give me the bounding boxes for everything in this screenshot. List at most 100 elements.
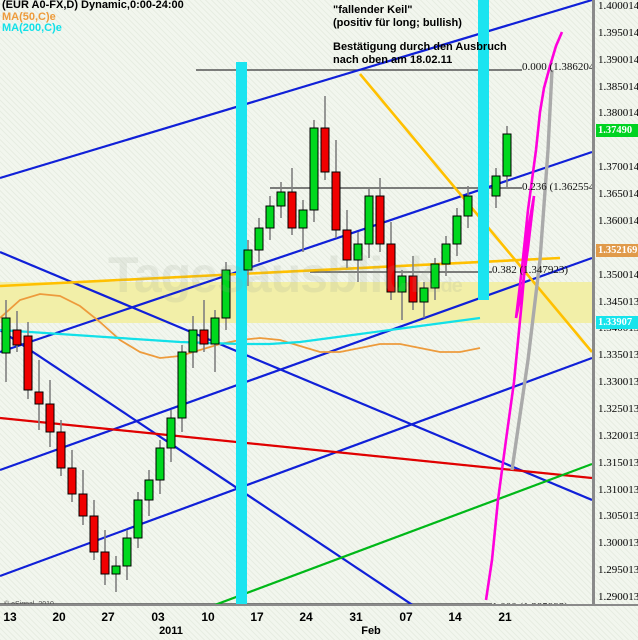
candlestick-layer [1, 31, 564, 601]
candle-body [144, 479, 154, 501]
ma200-price-badge: 1.33907 [596, 316, 638, 329]
candle-body [287, 191, 297, 229]
price-tick: 1.390014 [598, 53, 638, 66]
candle [133, 492, 143, 548]
price-tick: 1.350014 [598, 268, 638, 281]
candle [67, 450, 77, 502]
cyan-marker-left [236, 62, 247, 604]
support-zone-layer [0, 282, 592, 323]
price-axis-hatch [595, 0, 638, 604]
price-tick: 1.295013 [598, 564, 638, 577]
date-tick: 24 [299, 610, 313, 624]
date-axis-hatch [0, 606, 638, 640]
candle [342, 210, 352, 268]
red-down [0, 416, 592, 480]
date-tick: 03 [151, 610, 165, 624]
date-tick: 21 [498, 610, 512, 624]
candle [298, 200, 308, 252]
candle [441, 236, 451, 276]
candle-body [452, 215, 462, 245]
confirmation-line-2: nach oben am 18.02.11 [333, 54, 453, 66]
candle [397, 270, 407, 320]
candle-body [45, 403, 55, 433]
price-tick: 1.395014 [598, 26, 638, 39]
blue-down-2 [0, 329, 413, 604]
candle [243, 240, 253, 286]
date-tick: 17 [250, 610, 264, 624]
candle-body [166, 417, 176, 449]
candle [89, 500, 99, 560]
gray-arrow [510, 69, 554, 471]
price-tick: 1.305013 [598, 510, 638, 523]
candle [155, 440, 165, 494]
date-tick: 31 [349, 610, 363, 624]
price-tick: 1.335013 [598, 349, 638, 362]
candle-body [122, 537, 132, 567]
price-tick: 1.315013 [598, 456, 638, 469]
candle-body [331, 171, 341, 231]
candle [463, 186, 473, 228]
date-axis[interactable]: 13 20 27 03 10 17 24 31 07 14 21 2011 Feb [0, 604, 638, 640]
magenta-forecast [484, 31, 564, 601]
candle-body [342, 229, 352, 261]
price-tick: 1.310013 [598, 483, 638, 496]
price-axis[interactable]: 1.400014 1.395014 1.390014 1.385014 1.380014… [592, 0, 638, 604]
candle [12, 311, 22, 352]
candle [419, 282, 429, 318]
price-tick: 1.370014 [598, 161, 638, 174]
candle-body [502, 133, 512, 177]
candle [276, 182, 286, 218]
fib-label-0-236: 0.236 (1.362554) [522, 181, 592, 193]
candle-body [1, 317, 11, 354]
candle [502, 126, 512, 188]
price-tick: 1.380014 [598, 107, 638, 120]
candle-body [100, 551, 110, 575]
candle [122, 530, 132, 580]
candle [100, 530, 110, 585]
candle [353, 232, 363, 282]
date-tick: 10 [201, 610, 215, 624]
candle-body [23, 335, 33, 391]
chart-plot-area[interactable]: Tagesausblick.de (EUR A0-FX,D) Dynamic,0… [0, 0, 592, 604]
candle-body [298, 209, 308, 229]
candle [320, 96, 330, 180]
candle [177, 345, 187, 432]
blue-up-1 [0, 0, 592, 180]
candle [265, 196, 275, 240]
blue-down-1 [0, 250, 592, 502]
candle-body [353, 243, 363, 261]
candle-body [441, 243, 451, 265]
fib-label-0: 0.000 (1.386204) [522, 61, 592, 73]
date-tick: 27 [101, 610, 115, 624]
candle-body [386, 243, 396, 293]
candle [331, 140, 341, 238]
support-zone [0, 282, 592, 323]
price-tick: 1.330013 [598, 376, 638, 389]
candle-body [254, 227, 264, 251]
candle-body [111, 565, 121, 575]
candle [452, 208, 462, 256]
price-tick: 1.360014 [598, 214, 638, 227]
candle [491, 168, 501, 208]
blue-up-3 [0, 256, 592, 472]
candle [210, 310, 220, 372]
candle [375, 178, 385, 252]
last-price-badge: 1.37490 [596, 124, 638, 137]
fib-label-1: 1.000 (1.285993) [492, 601, 568, 604]
candle [188, 316, 198, 368]
date-tick: 13 [3, 610, 17, 624]
candle [45, 380, 55, 447]
candle-body [491, 175, 501, 197]
watermark-suffix: .de [435, 275, 463, 297]
date-month-label: 2011 [159, 625, 183, 637]
candle-body [276, 191, 286, 207]
price-tick: 1.400014 [598, 0, 638, 12]
blue-up-4 [0, 356, 592, 578]
copyright-notice: © eSignal, 2010 [4, 601, 54, 604]
candle [1, 300, 11, 382]
date-tick: 07 [399, 610, 413, 624]
candle [408, 256, 418, 310]
cyan-marker-right [478, 0, 489, 300]
candle [78, 470, 88, 525]
candle [254, 218, 264, 262]
